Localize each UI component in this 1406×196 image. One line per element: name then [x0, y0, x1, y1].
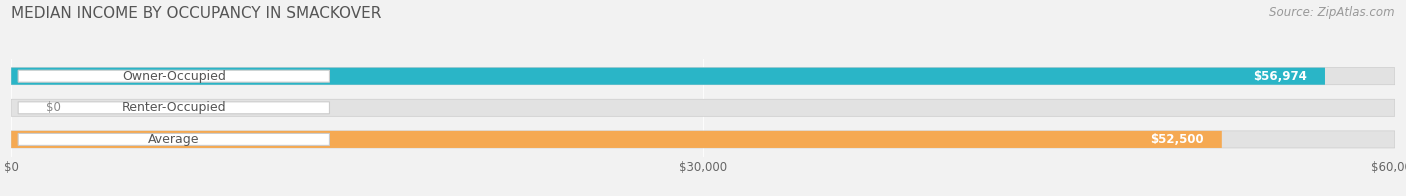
Text: $52,500: $52,500 — [1150, 133, 1204, 146]
FancyBboxPatch shape — [18, 102, 329, 114]
FancyBboxPatch shape — [11, 131, 1395, 148]
Text: MEDIAN INCOME BY OCCUPANCY IN SMACKOVER: MEDIAN INCOME BY OCCUPANCY IN SMACKOVER — [11, 6, 381, 21]
Text: Source: ZipAtlas.com: Source: ZipAtlas.com — [1270, 6, 1395, 19]
FancyBboxPatch shape — [11, 68, 1395, 85]
FancyBboxPatch shape — [18, 70, 329, 82]
Text: $56,974: $56,974 — [1253, 70, 1306, 83]
Text: Owner-Occupied: Owner-Occupied — [122, 70, 226, 83]
FancyBboxPatch shape — [11, 68, 1324, 85]
FancyBboxPatch shape — [11, 131, 1222, 148]
FancyBboxPatch shape — [18, 133, 329, 145]
FancyBboxPatch shape — [11, 99, 1395, 116]
Text: Average: Average — [148, 133, 200, 146]
Text: $0: $0 — [46, 101, 60, 114]
Text: Renter-Occupied: Renter-Occupied — [121, 101, 226, 114]
